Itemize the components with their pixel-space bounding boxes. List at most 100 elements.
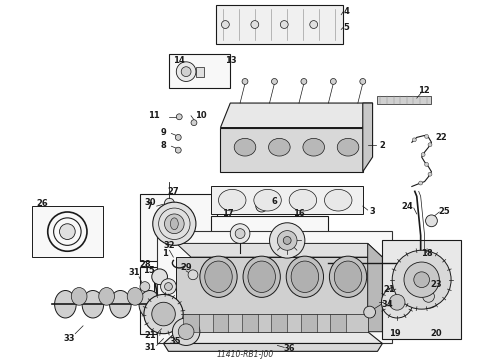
Circle shape: [423, 291, 435, 302]
Ellipse shape: [337, 138, 359, 156]
Text: 24: 24: [401, 202, 413, 211]
Circle shape: [280, 21, 288, 28]
Polygon shape: [368, 243, 382, 332]
Bar: [140, 267, 181, 334]
Circle shape: [310, 21, 318, 28]
Circle shape: [426, 215, 438, 227]
Text: 34: 34: [382, 300, 393, 309]
Ellipse shape: [205, 261, 232, 292]
Text: 30: 30: [144, 198, 155, 207]
Circle shape: [256, 200, 268, 212]
Circle shape: [428, 143, 432, 147]
Ellipse shape: [99, 288, 115, 305]
Ellipse shape: [327, 252, 345, 274]
Circle shape: [330, 78, 336, 84]
Circle shape: [176, 62, 196, 81]
Text: 1: 1: [162, 249, 168, 258]
Text: 2: 2: [379, 141, 385, 150]
Circle shape: [176, 114, 182, 120]
Text: 11410-RB1-J00: 11410-RB1-J00: [217, 350, 273, 359]
Text: 6: 6: [271, 197, 277, 206]
Circle shape: [417, 285, 441, 308]
Bar: [170, 54, 230, 88]
Bar: [271, 314, 287, 332]
Text: 12: 12: [418, 86, 430, 95]
Text: 33: 33: [64, 334, 75, 343]
Text: 7: 7: [147, 202, 153, 211]
Ellipse shape: [291, 261, 318, 292]
Circle shape: [235, 229, 245, 238]
Polygon shape: [164, 343, 382, 351]
Circle shape: [277, 231, 297, 250]
Circle shape: [270, 223, 305, 258]
Bar: [140, 194, 217, 261]
Ellipse shape: [324, 189, 352, 211]
Circle shape: [230, 224, 250, 243]
Ellipse shape: [248, 261, 275, 292]
Bar: [216, 5, 343, 44]
Circle shape: [178, 324, 194, 339]
Circle shape: [412, 138, 416, 142]
Circle shape: [364, 306, 375, 318]
Ellipse shape: [345, 252, 363, 274]
Ellipse shape: [200, 256, 237, 297]
Bar: [157, 231, 392, 343]
Circle shape: [165, 198, 174, 208]
Ellipse shape: [243, 256, 280, 297]
Circle shape: [428, 172, 432, 176]
Polygon shape: [176, 243, 382, 257]
Text: 27: 27: [168, 187, 179, 196]
Ellipse shape: [171, 218, 178, 230]
Circle shape: [175, 147, 181, 153]
Circle shape: [425, 162, 429, 166]
Text: 17: 17: [222, 210, 234, 219]
Circle shape: [152, 269, 168, 285]
Circle shape: [419, 181, 423, 185]
Text: 21: 21: [144, 331, 156, 340]
Circle shape: [392, 250, 451, 309]
Ellipse shape: [334, 261, 362, 292]
Bar: [377, 96, 432, 104]
Text: 18: 18: [421, 249, 432, 258]
Ellipse shape: [71, 288, 87, 305]
Bar: [32, 206, 103, 257]
Circle shape: [157, 313, 169, 325]
Circle shape: [414, 272, 430, 288]
Circle shape: [425, 134, 429, 138]
Circle shape: [59, 224, 75, 239]
Ellipse shape: [269, 138, 290, 156]
Circle shape: [153, 202, 196, 246]
Text: 3: 3: [370, 207, 375, 216]
Circle shape: [242, 78, 248, 84]
Text: 14: 14: [173, 57, 185, 66]
Ellipse shape: [54, 291, 76, 318]
Bar: [154, 273, 183, 310]
Text: 31: 31: [144, 343, 156, 352]
Polygon shape: [176, 257, 368, 332]
Ellipse shape: [234, 138, 256, 156]
Circle shape: [188, 270, 198, 280]
Ellipse shape: [303, 138, 324, 156]
Circle shape: [301, 78, 307, 84]
Text: 10: 10: [195, 111, 207, 120]
Bar: [301, 314, 317, 332]
Ellipse shape: [329, 256, 367, 297]
Text: 11: 11: [148, 111, 160, 120]
Circle shape: [251, 21, 259, 28]
Circle shape: [161, 279, 176, 294]
Text: 13: 13: [225, 57, 237, 66]
Bar: [213, 314, 228, 332]
Polygon shape: [220, 127, 363, 172]
Circle shape: [360, 78, 366, 84]
Bar: [242, 314, 258, 332]
Ellipse shape: [364, 252, 381, 274]
Ellipse shape: [286, 256, 323, 297]
Text: 25: 25: [439, 207, 450, 216]
Ellipse shape: [289, 189, 317, 211]
Circle shape: [144, 294, 183, 334]
Ellipse shape: [82, 291, 104, 318]
Circle shape: [152, 302, 175, 326]
Circle shape: [421, 153, 425, 157]
Text: 31: 31: [128, 268, 140, 277]
Ellipse shape: [418, 252, 436, 274]
